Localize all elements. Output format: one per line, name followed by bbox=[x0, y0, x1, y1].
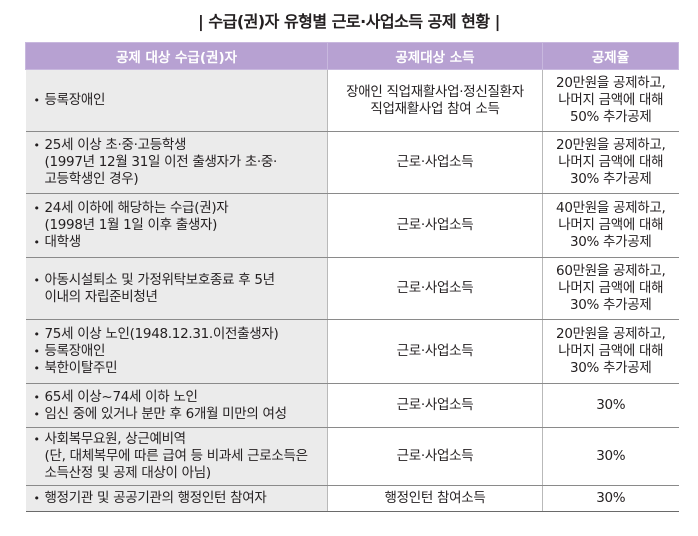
income-cell: 장애인 직업재활사업·정신질환자 직업재활사업 참여 소득 bbox=[327, 69, 543, 132]
rate-text: 30% 추가공제 bbox=[569, 297, 652, 313]
bullet-subtext: 고등학생인 경우) bbox=[44, 171, 139, 187]
rate-text: 30% 추가공제 bbox=[569, 171, 652, 187]
income-text: 근로·사업소득 bbox=[396, 343, 474, 359]
header-target: 공제 대상 수급(권)자 bbox=[25, 42, 328, 70]
rate-text: 나머지 금액에 대해 bbox=[558, 343, 664, 359]
rate-text: 나머지 금액에 대해 bbox=[558, 154, 664, 170]
rate-cell: 30% bbox=[542, 485, 679, 512]
header-rate: 공제율 bbox=[542, 42, 679, 70]
income-text: 행정인턴 참여소득 bbox=[384, 490, 486, 506]
rate-cell: 20만원을 공제하고, 나머지 금액에 대해 30% 추가공제 bbox=[542, 319, 679, 384]
header-income: 공제대상 소득 bbox=[327, 42, 543, 70]
bullet-item: 행정기관 및 공공기관의 행정인턴 참여자 bbox=[34, 490, 324, 507]
rate-text: 30% 추가공제 bbox=[569, 360, 652, 376]
target-cell: 75세 이상 노인(1948.12.31.이전출생자)등록장애인북한이탈주민 bbox=[25, 319, 328, 384]
bullet-subtext: (1997년 12월 31일 이전 출생자가 초·중· bbox=[44, 154, 278, 170]
bullet-item: 등록장애인 bbox=[34, 343, 324, 360]
rate-cell: 30% bbox=[542, 383, 679, 428]
income-text: 장애인 직업재활사업·정신질환자 bbox=[346, 83, 524, 100]
income-text: 근로·사업소득 bbox=[396, 217, 474, 233]
bullet-subtext: 이내의 자립준비청년 bbox=[44, 288, 158, 305]
table-header-row: 공제 대상 수급(권)자 공제대상 소득 공제율 bbox=[25, 42, 679, 70]
bullet-item: 등록장애인 bbox=[34, 92, 324, 109]
bullet-item: 북한이탈주민 bbox=[34, 360, 324, 377]
rate-text: 50% 추가공제 bbox=[569, 109, 652, 125]
rate-cell: 30% bbox=[542, 427, 679, 486]
rate-cell: 40만원을 공제하고, 나머지 금액에 대해 30% 추가공제 bbox=[542, 193, 679, 258]
bullet-item: 대학생 bbox=[34, 234, 324, 251]
bullet-subtext: 소득산정 및 공제 대상이 아님) bbox=[44, 465, 212, 481]
table-row: 행정기관 및 공공기관의 행정인턴 참여자 행정인턴 참여소득 30% bbox=[25, 485, 679, 512]
rate-cell: 20만원을 공제하고, 나머지 금액에 대해 30% 추가공제 bbox=[542, 131, 679, 194]
table-row: 24세 이하에 해당하는 수급(권)자(1998년 1월 1일 이후 출생자)대… bbox=[25, 193, 679, 258]
rate-text: 나머지 금액에 대해 bbox=[558, 280, 664, 296]
income-text: 직업재활사업 참여 소득 bbox=[370, 100, 500, 117]
income-text: 근로·사업소득 bbox=[396, 448, 474, 464]
rate-text: 30% bbox=[596, 448, 626, 464]
income-cell: 근로·사업소득 bbox=[327, 131, 543, 194]
bullet-subtext: (1998년 1월 1일 이후 출생자) bbox=[44, 217, 218, 233]
rate-text: 60만원을 공제하고, bbox=[556, 263, 666, 279]
income-cell: 근로·사업소득 bbox=[327, 257, 543, 320]
bullet-item: 25세 이상 초·중·고등학생 bbox=[34, 137, 324, 154]
bullet-subtext: (단, 대체복무에 따른 급여 등 비과세 근로소득은 bbox=[44, 448, 308, 464]
income-cell: 근로·사업소득 bbox=[327, 193, 543, 258]
bullet-item: 65세 이상~74세 이하 노인 bbox=[34, 389, 324, 406]
target-cell: 행정기관 및 공공기관의 행정인턴 참여자 bbox=[25, 485, 328, 512]
target-cell: 25세 이상 초·중·고등학생(1997년 12월 31일 이전 출생자가 초·… bbox=[25, 131, 328, 194]
rate-text: 나머지 금액에 대해 bbox=[558, 217, 664, 233]
table-row: 사회복무요원, 상근예비역(단, 대체복무에 따른 급여 등 비과세 근로소득은… bbox=[25, 427, 679, 486]
rate-text: 30% bbox=[596, 490, 626, 506]
bullet-item: 임신 중에 있거나 분만 후 6개월 미만의 여성 bbox=[34, 406, 324, 423]
rate-text: 20만원을 공제하고, bbox=[556, 75, 666, 91]
table-row: 75세 이상 노인(1948.12.31.이전출생자)등록장애인북한이탈주민 근로… bbox=[25, 319, 679, 384]
table-row: 65세 이상~74세 이하 노인임신 중에 있거나 분만 후 6개월 미만의 여… bbox=[25, 383, 679, 428]
rate-text: 나머지 금액에 대해 bbox=[558, 92, 664, 108]
income-text: 근로·사업소득 bbox=[396, 154, 474, 170]
bullet-item: 아동시설퇴소 및 가정위탁보호종료 후 5년 bbox=[34, 272, 324, 289]
income-cell: 근로·사업소득 bbox=[327, 319, 543, 384]
page-title: | 수급(권)자 유형별 근로·사업소득 공제 현황 | bbox=[197, 12, 501, 31]
rate-text: 30% 추가공제 bbox=[569, 234, 652, 250]
income-cell: 행정인턴 참여소득 bbox=[327, 485, 543, 512]
income-text: 근로·사업소득 bbox=[396, 280, 474, 296]
rate-text: 20만원을 공제하고, bbox=[556, 326, 666, 342]
income-cell: 근로·사업소득 bbox=[327, 427, 543, 486]
income-text: 근로·사업소득 bbox=[396, 397, 474, 413]
target-cell: 등록장애인 bbox=[25, 69, 328, 132]
target-cell: 사회복무요원, 상근예비역(단, 대체복무에 따른 급여 등 비과세 근로소득은… bbox=[25, 427, 328, 486]
bullet-item: 사회복무요원, 상근예비역 bbox=[34, 431, 324, 448]
rate-text: 20만원을 공제하고, bbox=[556, 137, 666, 153]
bullet-item: 24세 이하에 해당하는 수급(권)자 bbox=[34, 200, 324, 217]
income-cell: 근로·사업소득 bbox=[327, 383, 543, 428]
table-row: 25세 이상 초·중·고등학생(1997년 12월 31일 이전 출생자가 초·… bbox=[25, 131, 679, 194]
rate-cell: 20만원을 공제하고, 나머지 금액에 대해 50% 추가공제 bbox=[542, 69, 679, 132]
bullet-item: 75세 이상 노인(1948.12.31.이전출생자) bbox=[34, 326, 324, 343]
rate-text: 40만원을 공제하고, bbox=[556, 200, 666, 216]
target-cell: 24세 이하에 해당하는 수급(권)자(1998년 1월 1일 이후 출생자)대… bbox=[25, 193, 328, 258]
rate-cell: 60만원을 공제하고, 나머지 금액에 대해 30% 추가공제 bbox=[542, 257, 679, 320]
rate-text: 30% bbox=[596, 397, 626, 413]
target-cell: 65세 이상~74세 이하 노인임신 중에 있거나 분만 후 6개월 미만의 여… bbox=[25, 383, 328, 428]
